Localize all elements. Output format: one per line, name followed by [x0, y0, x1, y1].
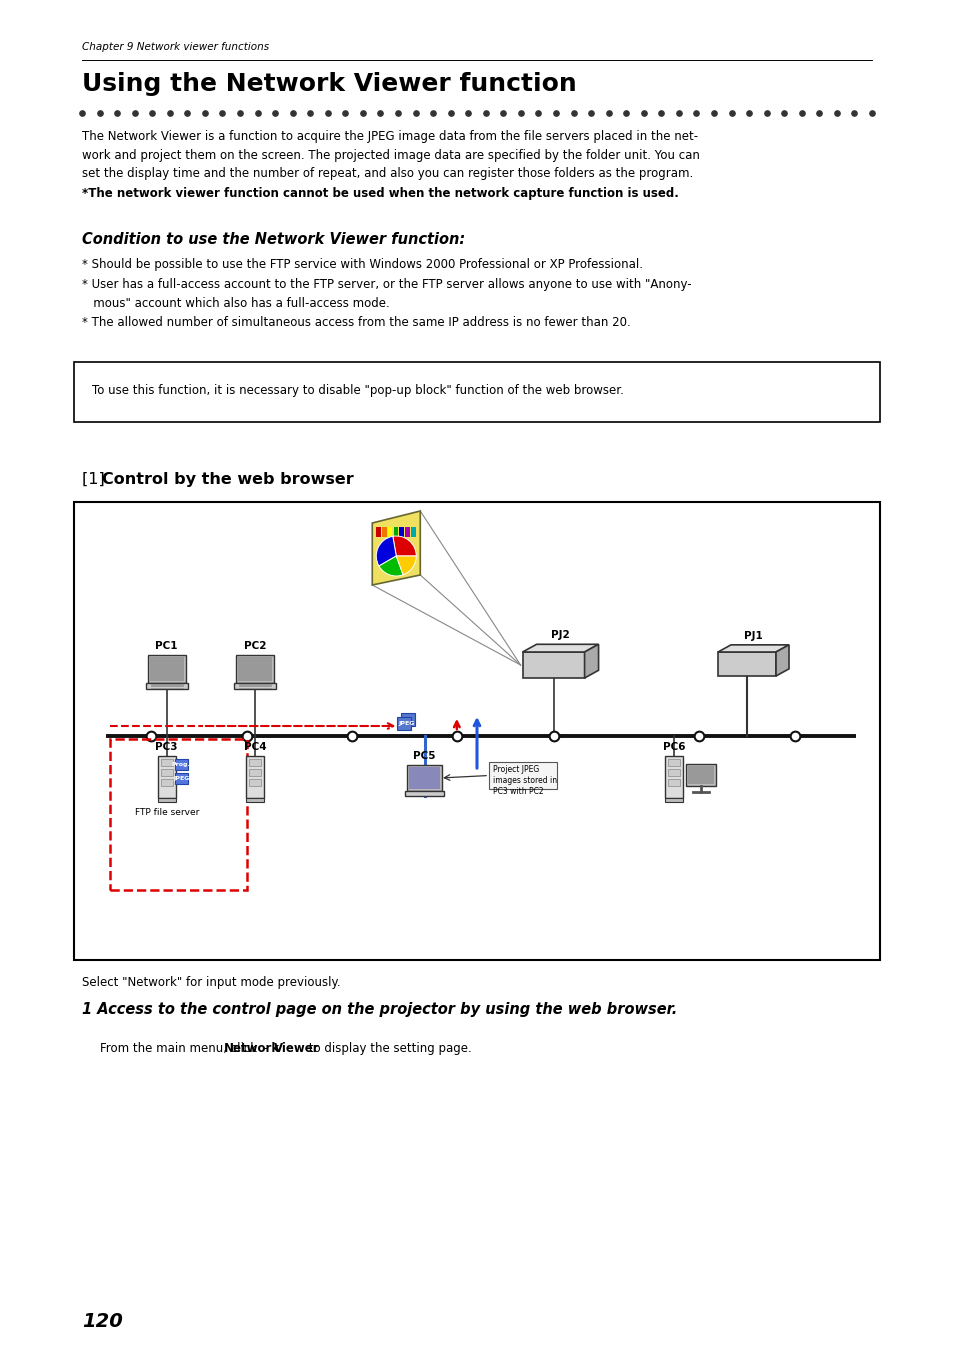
Wedge shape	[395, 556, 416, 575]
Polygon shape	[775, 645, 788, 676]
Text: * The allowed number of simultaneous access from the same IP address is no fewer: * The allowed number of simultaneous acc…	[82, 316, 630, 329]
Text: Prog.: Prog.	[172, 761, 191, 767]
Text: PC1: PC1	[155, 641, 178, 651]
Wedge shape	[375, 536, 395, 566]
Bar	[249, 779, 261, 786]
Text: FTP file server: FTP file server	[134, 809, 198, 817]
Bar	[111, 738, 247, 890]
Text: * User has a full-access account to the FTP server, or the FTP server allows any: * User has a full-access account to the …	[82, 278, 691, 292]
Bar	[249, 759, 261, 765]
Text: JPEG: JPEG	[172, 776, 190, 782]
Bar	[157, 756, 175, 798]
Bar	[688, 765, 714, 784]
Text: To use this function, it is necessary to disable "pop-up block" function of the : To use this function, it is necessary to…	[91, 383, 623, 397]
Bar	[236, 655, 274, 683]
Text: Condition to use the Network Viewer function:: Condition to use the Network Viewer func…	[82, 232, 465, 247]
Text: 120: 120	[82, 1312, 123, 1331]
Text: Project JPEG
images stored in
PC3 with PC2: Project JPEG images stored in PC3 with P…	[493, 765, 557, 796]
Text: set the display time and the number of repeat, and also you can register those f: set the display time and the number of r…	[82, 167, 693, 180]
Bar	[150, 657, 184, 680]
Text: PC2: PC2	[244, 641, 266, 651]
Text: Select "Network" for input mode previously.: Select "Network" for input mode previous…	[82, 976, 340, 990]
Bar	[246, 756, 264, 798]
Wedge shape	[378, 556, 403, 576]
Text: work and project them on the screen. The projected image data are specified by t: work and project them on the screen. The…	[82, 148, 700, 162]
Text: PC6: PC6	[662, 743, 685, 752]
Bar	[174, 759, 188, 769]
Text: PJ1: PJ1	[743, 630, 762, 641]
Bar	[665, 756, 682, 798]
Bar	[409, 767, 439, 788]
Bar	[399, 526, 403, 537]
Bar	[238, 657, 272, 680]
Text: Using the Network Viewer function: Using the Network Viewer function	[82, 72, 577, 96]
Polygon shape	[718, 645, 788, 652]
Text: PJ2: PJ2	[551, 630, 569, 640]
Text: Control by the web browser: Control by the web browser	[102, 472, 354, 487]
Bar	[148, 655, 186, 683]
Polygon shape	[372, 512, 420, 585]
Bar	[375, 526, 380, 537]
Bar	[160, 759, 172, 765]
Bar	[668, 759, 679, 765]
Bar	[405, 526, 410, 537]
Bar	[489, 761, 557, 788]
Bar	[397, 717, 411, 730]
Bar	[686, 764, 716, 786]
Bar	[246, 798, 264, 802]
Text: Network: Network	[223, 1042, 279, 1054]
Text: to display the setting page.: to display the setting page.	[305, 1042, 472, 1054]
Text: Viewer: Viewer	[274, 1042, 319, 1054]
Text: Chapter 9 Network viewer functions: Chapter 9 Network viewer functions	[82, 42, 269, 53]
Text: 1 Access to the control page on the projector by using the web browser.: 1 Access to the control page on the proj…	[82, 1002, 677, 1017]
Bar	[388, 526, 392, 537]
Text: mous" account which also has a full-access mode.: mous" account which also has a full-acce…	[82, 297, 390, 310]
Bar	[665, 798, 682, 802]
Bar	[382, 526, 386, 537]
Bar	[249, 769, 261, 776]
Wedge shape	[393, 536, 416, 556]
Bar	[522, 652, 584, 678]
Bar	[668, 769, 679, 776]
Text: *The network viewer function cannot be used when the network capture function is: *The network viewer function cannot be u…	[82, 188, 679, 201]
Bar	[174, 774, 188, 784]
Text: JPEG: JPEG	[397, 721, 415, 726]
Bar	[146, 683, 188, 688]
Bar	[394, 526, 397, 537]
Bar	[668, 779, 679, 786]
Polygon shape	[584, 644, 598, 678]
Text: From the main menu, click: From the main menu, click	[100, 1042, 260, 1054]
Text: [1]: [1]	[82, 472, 110, 487]
Text: PC4: PC4	[244, 743, 267, 752]
Text: * Should be possible to use the FTP service with Windows 2000 Professional or XP: * Should be possible to use the FTP serv…	[82, 258, 642, 271]
Bar	[718, 652, 775, 676]
Text: The Network Viewer is a function to acquire the JPEG image data from the file se: The Network Viewer is a function to acqu…	[82, 130, 698, 143]
Bar	[405, 791, 444, 796]
Bar	[411, 526, 416, 537]
Bar	[401, 713, 415, 726]
Bar	[157, 798, 175, 802]
Bar	[407, 765, 441, 791]
Polygon shape	[522, 644, 598, 652]
Text: PC3: PC3	[155, 743, 178, 752]
Bar	[160, 779, 172, 786]
Text: PC5: PC5	[413, 751, 436, 761]
Bar	[74, 502, 879, 960]
Bar	[234, 683, 276, 688]
Bar	[160, 769, 172, 776]
Bar	[74, 362, 879, 423]
Text: -: -	[259, 1042, 272, 1054]
